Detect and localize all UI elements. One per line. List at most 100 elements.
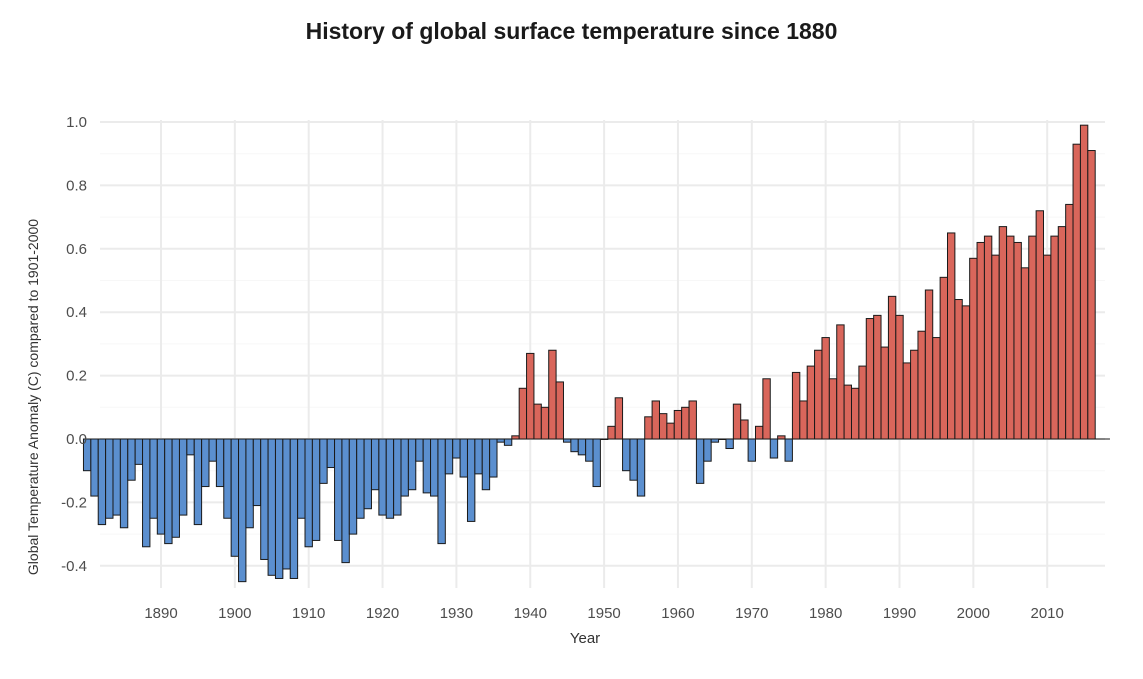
bar-1982 xyxy=(836,324,845,440)
bar-1972 xyxy=(762,378,771,440)
bar-1903 xyxy=(252,438,262,507)
bar-1953 xyxy=(622,438,631,472)
bar-1932 xyxy=(466,438,476,522)
x-tick-label: 1950 xyxy=(587,605,620,622)
bar-1991 xyxy=(902,362,912,440)
bar-1881 xyxy=(90,438,99,497)
bar-1884 xyxy=(112,438,121,516)
bar-1977 xyxy=(799,400,808,440)
bar-1957 xyxy=(651,400,660,440)
bar-1883 xyxy=(105,438,114,519)
bar-1962 xyxy=(688,400,697,440)
bar-1924 xyxy=(407,438,417,491)
bar-1985 xyxy=(858,365,867,440)
bar-1958 xyxy=(658,413,668,440)
bar-1909 xyxy=(297,438,306,519)
bar-2014 xyxy=(1072,143,1081,440)
chart-title: History of global surface temperature si… xyxy=(305,18,838,44)
bar-1933 xyxy=(474,438,483,475)
x-axis-ticks: 1890 1900 1910 1920 1930 1940 1950 1960 1970 1980… xyxy=(144,605,1064,622)
bar-1902 xyxy=(245,438,254,529)
bar-1963 xyxy=(695,438,705,484)
bar-1910 xyxy=(304,438,313,548)
bar-1898 xyxy=(215,438,225,488)
bar-1918 xyxy=(363,438,372,510)
bar-1919 xyxy=(370,438,380,491)
bar-1983 xyxy=(843,384,852,440)
bar-1913 xyxy=(326,438,336,469)
bar-1911 xyxy=(311,438,321,541)
bar-1956 xyxy=(644,416,653,440)
bar-1906 xyxy=(274,438,284,579)
bar-1944 xyxy=(555,381,564,440)
bar-1952 xyxy=(614,397,624,440)
bar-1973 xyxy=(769,438,779,459)
bar-2008 xyxy=(1028,235,1037,440)
bar-2010 xyxy=(1043,254,1052,440)
x-tick-label: 2000 xyxy=(957,605,990,622)
bar-1907 xyxy=(282,438,291,570)
bar-1988 xyxy=(880,346,889,440)
bar-1931 xyxy=(459,438,468,478)
bar-1995 xyxy=(932,337,941,440)
bar-1975 xyxy=(784,438,793,462)
bar-1912 xyxy=(319,438,328,484)
bar-1959 xyxy=(666,422,675,440)
bar-1926 xyxy=(422,438,432,494)
bar-1935 xyxy=(489,438,498,478)
bar-1946 xyxy=(570,438,579,453)
y-tick-label: 0.8 xyxy=(66,177,87,194)
bar-1888 xyxy=(142,438,151,548)
bar-1951 xyxy=(607,425,616,440)
bar-1937 xyxy=(503,438,513,446)
bar-2001 xyxy=(976,241,985,440)
bar-1943 xyxy=(548,349,557,440)
bar-1993 xyxy=(917,330,926,440)
y-axis-ticks: -0.4 -0.2 0.0 0.2 0.4 0.6 0.8 1.0 xyxy=(61,114,87,575)
bar-2009 xyxy=(1035,210,1044,440)
bar-2016 xyxy=(1087,150,1096,440)
bar-1997 xyxy=(947,232,956,440)
y-axis-label: Global Temperature Anomaly (C) compared … xyxy=(25,219,41,575)
x-tick-label: 1890 xyxy=(144,605,177,622)
bar-1925 xyxy=(415,438,424,462)
bar-2002 xyxy=(983,235,993,440)
bar-1949 xyxy=(592,438,601,488)
bar-2000 xyxy=(969,257,978,440)
bar-1967 xyxy=(725,438,734,450)
bar-1994 xyxy=(924,289,934,440)
bar-1948 xyxy=(585,438,594,462)
bar-1893 xyxy=(178,438,188,516)
bar-1964 xyxy=(703,438,712,462)
bar-1971 xyxy=(754,425,764,440)
bar-1920 xyxy=(378,438,387,516)
bar-1889 xyxy=(149,438,158,519)
bar-1900 xyxy=(230,438,240,557)
x-tick-label: 1980 xyxy=(809,605,842,622)
bar-1930 xyxy=(452,438,461,459)
bar-1980 xyxy=(821,337,830,440)
bar-1885 xyxy=(119,438,129,529)
bar-2006 xyxy=(1013,241,1022,440)
bar-2003 xyxy=(991,254,1000,440)
bar-1987 xyxy=(873,314,882,440)
bar-1947 xyxy=(577,438,587,456)
bar-1996 xyxy=(939,276,948,440)
bar-1984 xyxy=(851,387,860,440)
bar-1942 xyxy=(540,406,550,440)
bar-1908 xyxy=(289,438,299,579)
x-tick-label: 1960 xyxy=(661,605,694,622)
bar-1941 xyxy=(533,403,542,440)
bar-1939 xyxy=(518,387,528,440)
bar-1999 xyxy=(961,305,971,440)
bar-1897 xyxy=(208,438,217,462)
y-tick-label: -0.4 xyxy=(61,558,87,575)
bar-1940 xyxy=(526,352,535,440)
bar-1887 xyxy=(134,438,144,465)
x-tick-label: 1940 xyxy=(514,605,547,622)
bar-1970 xyxy=(747,438,756,462)
bar-1882 xyxy=(97,438,107,526)
x-tick-label: 1930 xyxy=(440,605,473,622)
bar-1921 xyxy=(385,438,395,519)
bar-1915 xyxy=(341,438,350,564)
